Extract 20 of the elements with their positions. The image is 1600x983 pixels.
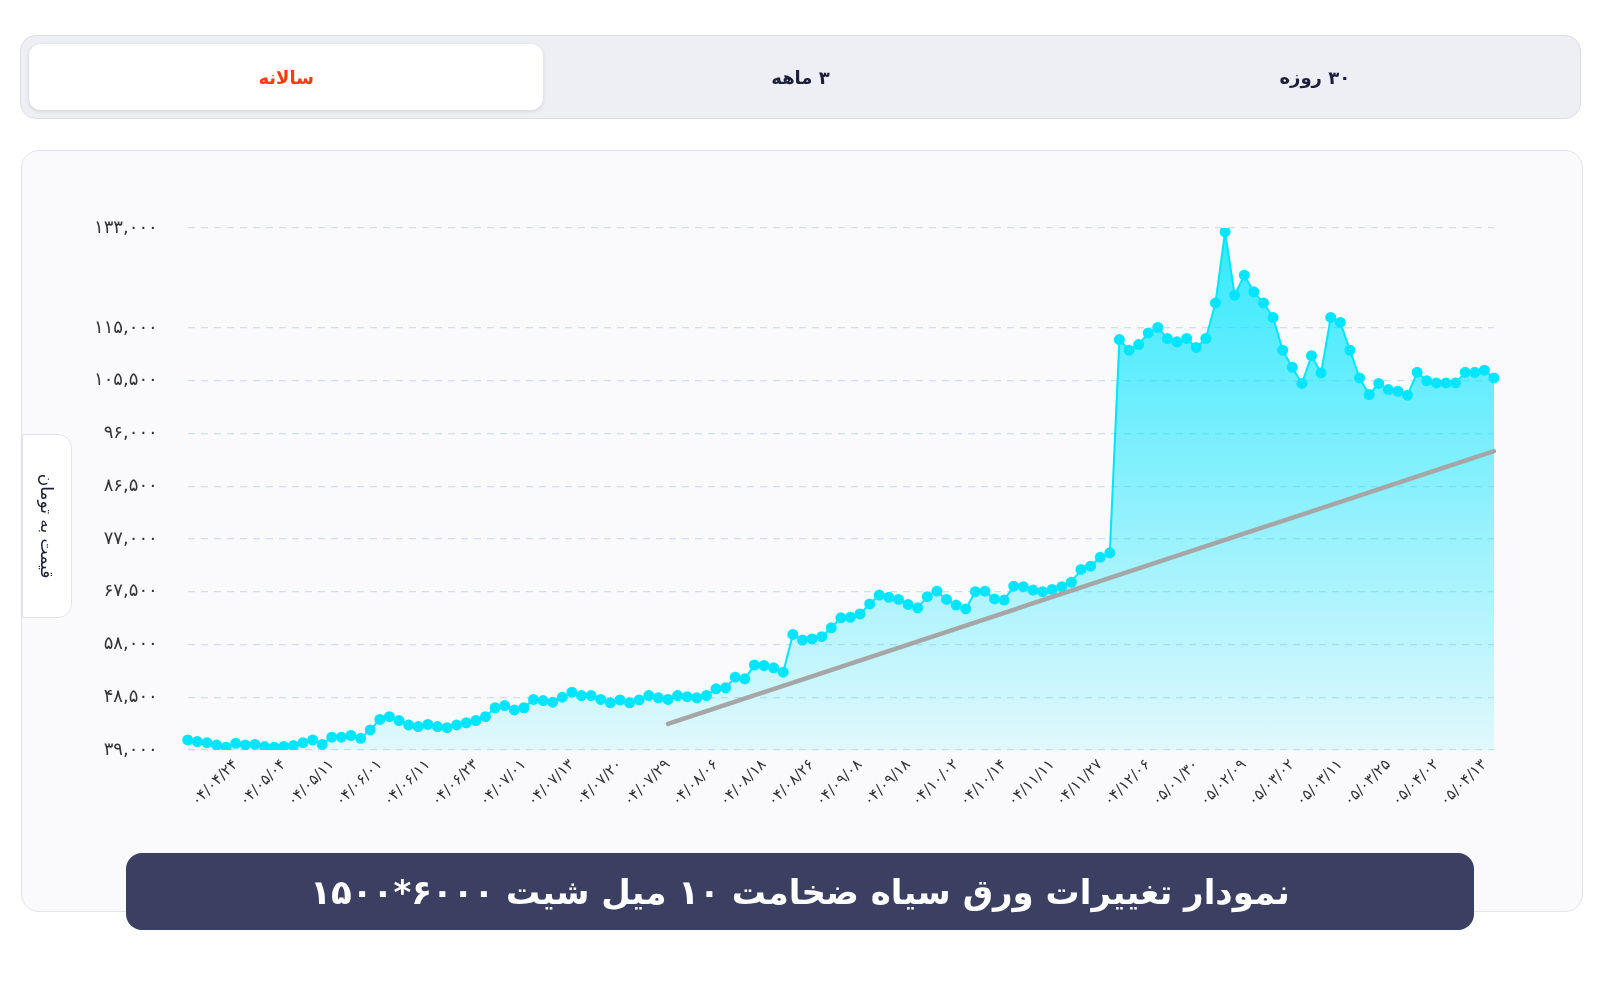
y-tick-label: ۹۶,۰۰۰ (103, 421, 158, 443)
text: نمودار تغییرات ورق سیاه ضخامت ۱۰ میل شیت ۶۰۰۰*۱۵۰۰ (126, 853, 1474, 930)
y-tick-label: ۴۸,۵۰۰ (103, 684, 158, 706)
y-tick-label: ۶۷,۵۰۰ (103, 579, 158, 601)
text: ۳ ماهه (770, 65, 831, 90)
y-tick-label: ۵۸,۰۰۰ (103, 632, 158, 654)
x-tick-label: ۰۴/۰۹/۰۸ (811, 755, 866, 810)
y-tick-label: ۳۹,۰۰۰ (103, 737, 158, 759)
y-tick-label: ۱۰۵,۵۰۰ (94, 368, 158, 390)
y-axis-title: قیمت به تومان (37, 473, 57, 579)
x-tick-label: ۰۴/۰۸/۱۸ (715, 755, 770, 810)
x-tick-label: ۰۵/۰۳/۱۱ (1291, 755, 1346, 810)
y-tick-label: ۱۳۳,۰۰۰ (94, 215, 158, 237)
y-tick-label: ۱۱۵,۰۰۰ (94, 315, 158, 337)
text: سالانه (29, 44, 544, 110)
x-tick-label: ۰۵/۰۴/۱۳ (1435, 755, 1490, 810)
y-tick-label: ۸۶,۵۰۰ (103, 473, 158, 495)
x-tick-label: ۰۴/۰۷/۰۱ (475, 755, 530, 810)
y-tick-label: ۷۷,۰۰۰ (103, 526, 158, 548)
text: ۳۰ روزه (1278, 65, 1352, 91)
